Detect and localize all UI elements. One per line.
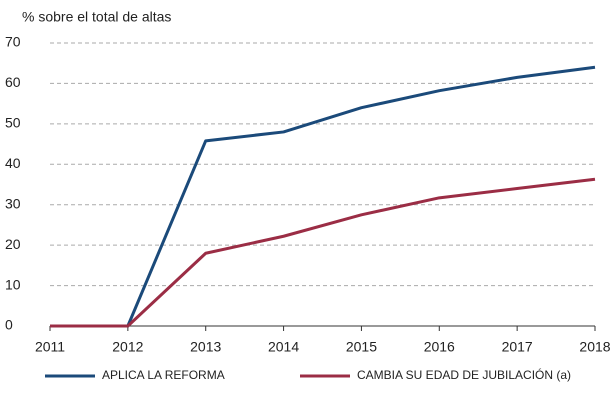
y-tick-label: 0	[5, 317, 13, 333]
x-tick-label: 2011	[35, 339, 65, 355]
x-tick-label: 2016	[424, 339, 455, 355]
y-tick-label: 20	[5, 236, 21, 252]
x-tick-label: 2014	[268, 339, 299, 355]
x-tick-label: 2017	[502, 339, 533, 355]
y-tick-label: 70	[5, 34, 21, 50]
x-tick-label: 2018	[579, 339, 610, 355]
y-tick-label: 50	[5, 115, 21, 131]
y-tick-label: 40	[5, 155, 21, 171]
y-tick-label: 60	[5, 74, 21, 90]
series-line	[50, 177, 596, 328]
series-line	[50, 65, 596, 328]
x-tick-label: 2012	[112, 339, 143, 355]
legend-label: APLICA LA REFORMA	[102, 368, 225, 382]
y-tick-label: 10	[5, 276, 21, 292]
y-axis-label: % sobre el total de altas	[22, 9, 171, 25]
x-tick-label: 2013	[190, 339, 221, 355]
y-tick-label: 30	[5, 195, 21, 211]
x-tick-label: 2015	[346, 339, 377, 355]
legend-label: CAMBIA SU EDAD DE JUBILACIÓN (a)	[357, 367, 571, 382]
